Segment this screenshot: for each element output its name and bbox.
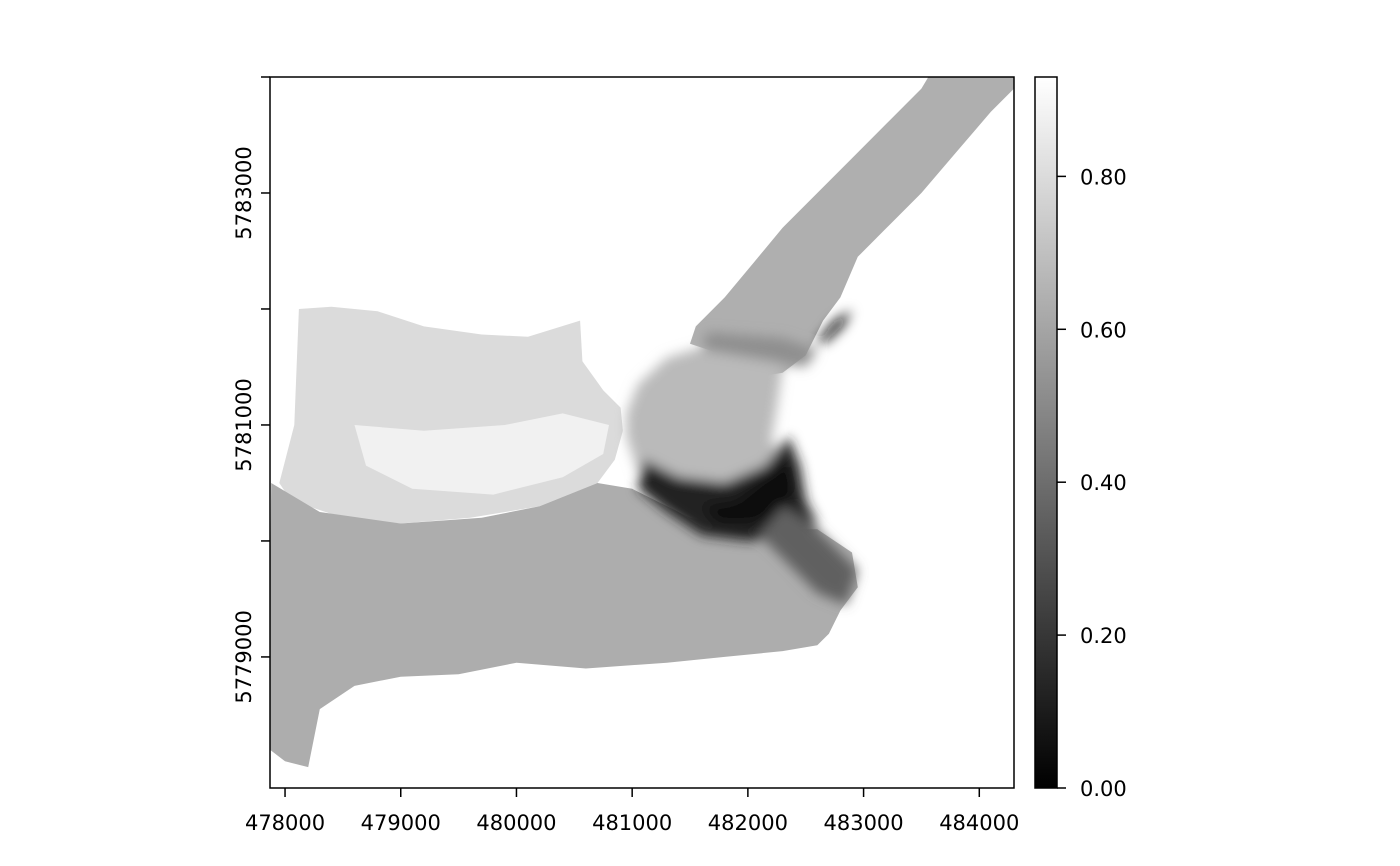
x-tick-label: 483000 — [823, 811, 903, 835]
raster-region-north-spur — [815, 310, 852, 344]
x-tick-label: 478000 — [245, 811, 325, 835]
y-tick-label: 5783000 — [232, 146, 256, 240]
x-tick-label: 479000 — [361, 811, 441, 835]
raster-region-eastern-slope-shadow — [759, 506, 858, 605]
x-tick-label: 480000 — [476, 811, 556, 835]
colorbar-tick-label: 0.40 — [1080, 471, 1127, 495]
y-tick-label: 5781000 — [232, 378, 256, 472]
x-tick-label: 481000 — [592, 811, 672, 835]
plot-frame — [269, 76, 1015, 789]
raster-region-central-basin — [626, 343, 795, 507]
colorbar-tick-label: 0.80 — [1080, 165, 1127, 189]
raster-region-southern-lowland — [270, 483, 858, 768]
raster-region-west-plateau-ridge — [354, 413, 609, 495]
x-axis: 478000 479000 480000 481000 482000 483000 4840… — [245, 788, 1019, 835]
raster-image — [270, 77, 1014, 768]
raster-region-valley-lower-band — [701, 332, 818, 367]
colorbar-tick-label: 0.60 — [1080, 318, 1127, 342]
x-tick-label: 482000 — [708, 811, 788, 835]
x-tick-label: 484000 — [939, 811, 1019, 835]
raster-region-north-east-valley — [690, 77, 1014, 379]
colorbar-tick-label: 0.20 — [1080, 624, 1127, 648]
y-tick-label: 5779000 — [232, 610, 256, 704]
colorbar-ticks: 0.00 0.20 0.40 0.60 0.80 — [1057, 165, 1127, 801]
colorbar-tick-label: 0.00 — [1080, 777, 1127, 801]
y-axis: 5779000 5781000 5783000 — [232, 76, 270, 704]
colorbar-gradient — [1034, 76, 1058, 789]
raster-region-deep-trough-core — [701, 459, 795, 524]
colorbar: 0.00 0.20 0.40 0.60 0.80 — [1034, 76, 1127, 801]
